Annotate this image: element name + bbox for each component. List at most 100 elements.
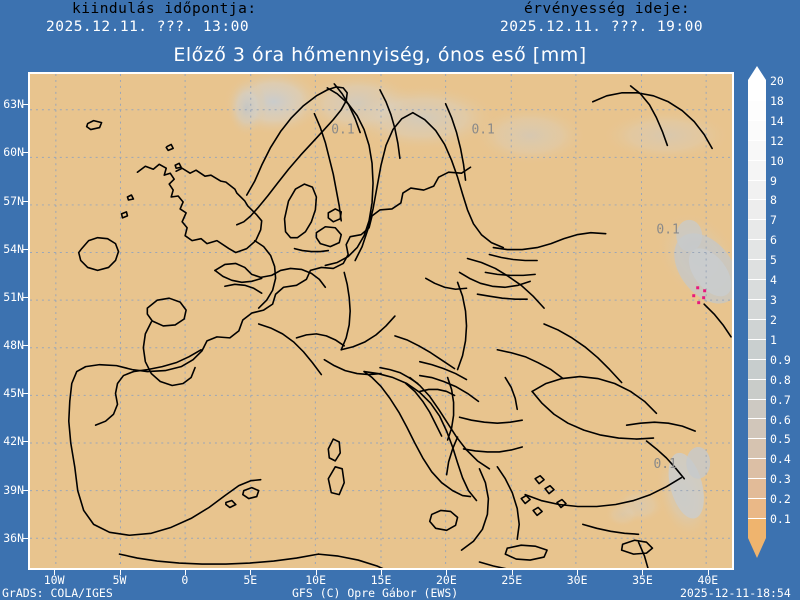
colorbar-segment (748, 139, 766, 160)
lat-tick-mark (23, 441, 28, 443)
lon-tick-mark (54, 570, 56, 575)
lat-tick-label: 45N (3, 386, 24, 401)
lon-tick-label: 5E (243, 573, 258, 587)
colorbar-label: 0.6 (770, 412, 791, 427)
contour-label-0: 0.1 (331, 123, 354, 138)
colorbar-segment (748, 517, 766, 538)
colorbar-label: 3 (770, 293, 777, 308)
colorbar-label: 2 (770, 312, 777, 327)
colorbar-segment (748, 219, 766, 240)
lon-tick-mark (642, 570, 644, 575)
lon-tick-label: 10W (43, 573, 65, 587)
lat-tick-mark (23, 200, 28, 202)
colorbar-label: 0.5 (770, 432, 791, 447)
contour-label-1: 0.1 (471, 123, 494, 138)
lon-tick-label: 10E (305, 573, 327, 587)
colorbar-segment (748, 179, 766, 200)
lat-tick-label: 51N (3, 289, 24, 304)
lat-tick-label: 42N (3, 434, 24, 449)
lat-tick-mark (23, 152, 28, 154)
lat-tick-mark (23, 248, 28, 250)
colorbar-segment (748, 80, 766, 100)
lat-tick-mark (23, 489, 28, 491)
colorbar-segment (748, 358, 766, 379)
colorbar-segment (748, 318, 766, 339)
colorbar-label: 0.4 (770, 452, 791, 467)
chart-title: Előző 3 óra hőmennyiség, ónos eső [mm] (173, 44, 587, 66)
coastlines-and-borders (67, 83, 732, 568)
colorbar-segment (748, 458, 766, 479)
lon-tick-mark (577, 570, 579, 575)
map-graphic: 0.1 0.1 0.1 0.1 (30, 74, 732, 568)
valid-time-label: érvényesség ideje: (524, 1, 691, 17)
colorbar-label: 12 (770, 133, 784, 148)
colorbar-segment (748, 119, 766, 140)
contour-label-3: 0.1 (653, 457, 676, 472)
lon-tick-label: 40E (697, 573, 719, 587)
colorbar-segment (748, 438, 766, 459)
colorbar-label: 1 (770, 332, 777, 347)
colorbar-segment (748, 199, 766, 220)
lat-tick-label: 63N (3, 97, 24, 112)
lon-tick-label: 15E (370, 573, 392, 587)
colorbar-segment (748, 239, 766, 260)
lon-tick-mark (184, 570, 186, 575)
colorbar-segment (748, 159, 766, 180)
lat-tick-mark (23, 345, 28, 347)
colorbar-label: 0.3 (770, 472, 791, 487)
lon-tick-label: 5W (112, 573, 127, 587)
lon-tick-label: 35E (632, 573, 653, 587)
colorbar-label: 0.2 (770, 492, 791, 507)
colorbar-label: 8 (770, 193, 777, 208)
lon-tick-label: 20E (435, 573, 457, 587)
precip-shading (221, 74, 732, 541)
colorbar-segment (748, 418, 766, 439)
lat-tick-mark (23, 537, 28, 539)
lon-tick-mark (707, 570, 709, 575)
lon-tick-mark (119, 570, 121, 575)
lat-tick-mark (23, 296, 28, 298)
contour-label-2: 0.1 (656, 223, 679, 238)
map-canvas: 0.1 0.1 0.1 0.1 (28, 72, 734, 570)
colorbar-segment (748, 478, 766, 499)
colorbar-label: 9 (770, 173, 777, 188)
run-time-label: kiindulás időpontja: (72, 1, 257, 17)
colorbar-label: 14 (770, 113, 784, 128)
lon-tick-label: 0 (181, 573, 189, 587)
colorbar-segment (748, 398, 766, 419)
colorbar-label: 0.1 (770, 512, 791, 527)
lon-tick-mark (446, 570, 448, 575)
lat-tick-mark (23, 104, 28, 106)
colorbar-label: 7 (770, 213, 777, 228)
colorbar-label: 10 (770, 153, 784, 168)
lat-tick-label: 39N (3, 482, 24, 497)
grads-credit: GrADS: COLA/IGES (2, 586, 113, 600)
contour-labels: 0.1 0.1 0.1 0.1 (331, 123, 679, 472)
generation-timestamp: 2025-12-11-18:54 (680, 586, 791, 600)
colorbar-label: 5 (770, 253, 777, 268)
colorbar-segment (748, 99, 766, 120)
colorbar-label: 0.8 (770, 372, 791, 387)
colorbar-label: 6 (770, 233, 777, 248)
colorbar-segment (748, 338, 766, 359)
lat-tick-label: 36N (3, 530, 24, 545)
freezing-rain-markers (692, 286, 707, 305)
colorbar-segment (748, 378, 766, 399)
lat-tick-label: 54N (3, 241, 24, 256)
colorbar-segment (748, 498, 766, 518)
run-time-value: 2025.12.11. ???. 13:00 (46, 19, 250, 35)
colorbar-segment (748, 259, 766, 280)
colorbar-label: 20 (770, 74, 784, 88)
colorbar-label: 0.7 (770, 392, 791, 407)
colorbar-arrow-high (748, 66, 766, 80)
colorbar-segment (748, 279, 766, 299)
colorbar-label: 0.9 (770, 352, 791, 367)
lon-tick-label: 25E (501, 573, 523, 587)
lon-tick-label: 30E (566, 573, 588, 587)
lat-tick-label: 60N (3, 145, 24, 160)
lon-tick-mark (250, 570, 252, 575)
colorbar-label: 4 (770, 273, 777, 288)
lat-tick-mark (23, 393, 28, 395)
colorbar-arrow-low (748, 538, 766, 558)
colorbar[interactable] (748, 80, 766, 538)
